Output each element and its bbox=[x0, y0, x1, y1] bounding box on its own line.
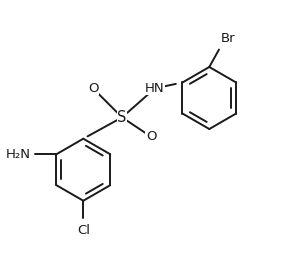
Text: H₂N: H₂N bbox=[5, 148, 30, 161]
Text: O: O bbox=[146, 130, 156, 143]
Text: Cl: Cl bbox=[77, 224, 90, 237]
Text: O: O bbox=[88, 82, 98, 95]
Text: Br: Br bbox=[221, 32, 235, 45]
Text: S: S bbox=[117, 110, 127, 125]
Text: HN: HN bbox=[145, 82, 165, 95]
